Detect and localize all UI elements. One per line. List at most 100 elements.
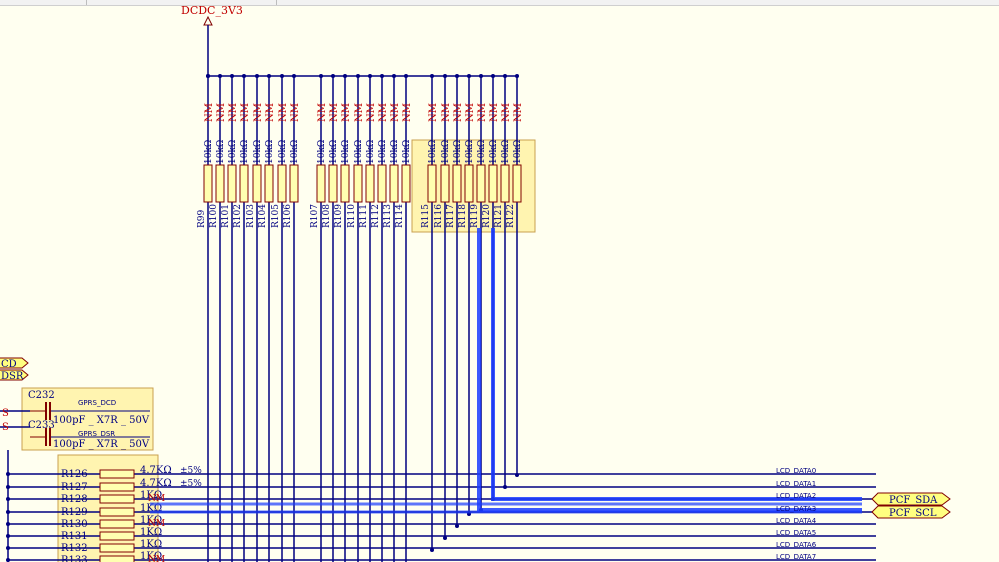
resistor-body[interactable] <box>99 555 135 562</box>
resistor-r115[interactable]: NM 10kΩ R115 <box>421 103 439 228</box>
capacitor-c232[interactable] <box>30 402 51 420</box>
series-resistor-r132[interactable]: R132 1KΩ <box>61 539 162 554</box>
resistor-value-label: 10kΩ <box>378 140 388 164</box>
document-tab[interactable] <box>86 0 277 5</box>
resistor-body[interactable] <box>215 164 225 203</box>
resistor-ref-label: R117 <box>446 204 456 228</box>
resistor-r117[interactable]: NM 10kΩ R117 <box>446 103 464 228</box>
resistor-body[interactable] <box>440 164 450 203</box>
resistor-body[interactable] <box>99 469 135 479</box>
resistor-nm-label: NM <box>329 103 340 122</box>
series-value-label: 1KΩ <box>140 527 162 538</box>
port-label: PCF_SDA <box>889 495 938 506</box>
resistor-r121[interactable]: NM 10kΩ R121 <box>494 103 512 228</box>
resistor-body[interactable] <box>464 164 474 203</box>
series-value-label: 1KΩ <box>140 490 162 501</box>
resistor-body[interactable] <box>476 164 486 203</box>
series-value-label: 1KΩ <box>140 551 162 562</box>
resistor-r114[interactable]: NM 10kΩ R114 <box>395 103 413 228</box>
resistor-body[interactable] <box>452 164 462 203</box>
resistor-body[interactable] <box>401 164 411 203</box>
series-resistor-r126[interactable]: R126 4.7KΩ ±5% <box>61 465 202 480</box>
resistor-r113[interactable]: NM 10kΩ R113 <box>383 103 401 228</box>
net-label: LCD_DATA0 <box>776 467 816 475</box>
resistor-body[interactable] <box>427 164 437 203</box>
resistor-r122[interactable]: NM 10kΩ R122 <box>506 103 524 228</box>
resistor-ref-label: R105 <box>271 204 281 228</box>
resistor-r110[interactable]: NM 10kΩ R110 <box>347 103 365 228</box>
resistor-body[interactable] <box>389 164 399 203</box>
resistor-body[interactable] <box>99 482 135 492</box>
resistor-r103[interactable]: NM 10kΩ R103 <box>246 103 264 228</box>
resistor-r112[interactable]: NM 10kΩ R112 <box>371 103 389 228</box>
resistor-body[interactable] <box>264 164 274 203</box>
left-mark: S <box>2 408 9 419</box>
resistor-body[interactable] <box>99 531 135 541</box>
port-pcf-scl[interactable] <box>871 505 951 519</box>
resistor-ref-label: R120 <box>482 204 492 228</box>
series-nm-label: NM <box>148 519 165 529</box>
resistor-r104[interactable]: NM 10kΩ R104 <box>258 103 276 228</box>
resistor-r116[interactable]: NM 10kΩ R116 <box>434 103 452 228</box>
left-port-cd[interactable] <box>0 357 29 369</box>
resistor-body[interactable] <box>99 543 135 553</box>
cap-ref: C232 <box>28 390 55 401</box>
resistor-nm-label: NM <box>402 103 413 122</box>
resistor-ref-label: R112 <box>371 204 381 228</box>
series-value-label: 4.7KΩ <box>140 478 172 489</box>
resistor-body[interactable] <box>512 164 522 203</box>
resistor-r107[interactable]: NM 10kΩ R107 <box>310 103 328 228</box>
resistor-r105[interactable]: NM 10kΩ R105 <box>271 103 289 228</box>
net-label: LCD_DATA1 <box>776 480 816 488</box>
resistor-nm-label: NM <box>216 103 227 122</box>
resistor-r99[interactable]: NM 10kΩ R99 <box>197 103 215 228</box>
series-value-label: 4.7KΩ <box>140 465 172 476</box>
resistor-r108[interactable]: NM 10kΩ R108 <box>322 103 340 228</box>
series-resistor-r127[interactable]: R127 4.7KΩ ±5% <box>61 478 202 493</box>
resistor-r100[interactable]: NM 10kΩ R100 <box>209 103 227 228</box>
resistor-ref-label: R115 <box>421 204 431 228</box>
resistor-body[interactable] <box>227 164 237 203</box>
document-tab[interactable] <box>0 0 87 5</box>
resistor-r118[interactable]: NM 10kΩ R118 <box>458 103 476 228</box>
series-resistor-r131[interactable]: R131 1KΩ <box>61 527 162 542</box>
resistor-body[interactable] <box>377 164 387 203</box>
resistor-ref-label: R102 <box>233 204 243 228</box>
capacitor-c233[interactable] <box>30 428 51 446</box>
resistor-body[interactable] <box>203 164 213 203</box>
resistor-ref-label: R114 <box>395 204 405 228</box>
resistor-body[interactable] <box>239 164 249 203</box>
resistor-r102[interactable]: NM 10kΩ R102 <box>233 103 251 228</box>
resistor-body[interactable] <box>252 164 262 203</box>
series-resistor-r129[interactable]: R129 1KΩ <box>61 503 162 518</box>
resistor-r106[interactable]: NM 10kΩ R106 <box>283 103 301 228</box>
resistor-r109[interactable]: NM 10kΩ R109 <box>334 103 352 228</box>
resistor-body[interactable] <box>316 164 326 203</box>
port-pcf-sda[interactable] <box>871 492 951 506</box>
resistor-body[interactable] <box>277 164 287 203</box>
resistor-body[interactable] <box>353 164 363 203</box>
resistor-body[interactable] <box>99 519 135 529</box>
resistor-nm-label: NM <box>441 103 452 122</box>
resistor-r111[interactable]: NM 10kΩ R111 <box>359 103 377 228</box>
resistor-body[interactable] <box>99 494 135 504</box>
resistor-body[interactable] <box>328 164 338 203</box>
net-label: LCD_DATA4 <box>776 517 817 525</box>
resistor-r120[interactable]: NM 10kΩ R120 <box>482 103 500 228</box>
net-label: LCD_DATA6 <box>776 541 817 549</box>
junction-dot <box>455 524 459 528</box>
left-port-dsr[interactable] <box>0 369 29 381</box>
resistor-r119[interactable]: NM 10kΩ R119 <box>470 103 488 228</box>
resistor-body[interactable] <box>289 164 299 203</box>
resistor-body[interactable] <box>488 164 498 203</box>
resistor-ref-label: R109 <box>334 204 344 228</box>
resistor-body[interactable] <box>365 164 375 203</box>
resistor-body[interactable] <box>500 164 510 203</box>
resistor-body[interactable] <box>340 164 350 203</box>
resistor-body[interactable] <box>99 507 135 517</box>
resistor-r101[interactable]: NM 10kΩ R101 <box>221 103 239 228</box>
